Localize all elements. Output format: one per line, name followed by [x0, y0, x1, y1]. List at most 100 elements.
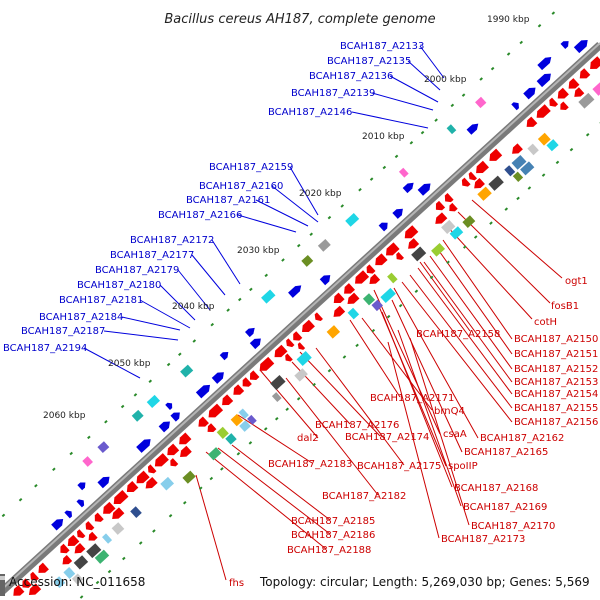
leader-line	[195, 474, 227, 581]
reverse-gene-arrow	[76, 499, 85, 508]
forward-gene-arrow	[333, 292, 345, 304]
gene-label: BCAH187_A2155	[514, 403, 598, 414]
leader-line	[442, 239, 513, 340]
tick-mark	[371, 328, 376, 333]
cog-box	[182, 470, 196, 484]
tick-mark	[248, 441, 253, 445]
reverse-strand-gene-track	[51, 40, 588, 531]
leader-line	[299, 351, 381, 437]
cog-box	[301, 254, 314, 267]
tick-mark	[263, 427, 268, 431]
reverse-gene-arrow	[64, 510, 72, 519]
tick-mark	[541, 173, 546, 177]
tick-mark	[168, 514, 173, 518]
forward-gene-arrow	[579, 68, 591, 79]
reverse-gene-arrow	[97, 476, 110, 489]
tick-mark	[148, 379, 153, 384]
tick-mark	[409, 141, 414, 145]
forward-gene-arrow	[207, 423, 217, 432]
genome-backbone	[0, 42, 600, 596]
reverse-gene-arrow	[466, 123, 479, 135]
gene-label: BCAH187_A2169	[463, 502, 547, 513]
cog-box	[239, 420, 251, 432]
reverse-gene-arrow	[392, 208, 403, 219]
leader-line	[371, 92, 434, 111]
tick-mark	[296, 397, 301, 401]
kbp-tick-2050: 2050 kbp	[108, 359, 151, 369]
reverse-gene-arrow	[249, 338, 261, 350]
tick-mark	[446, 260, 450, 265]
cog-box	[317, 238, 331, 252]
gene-label: brnQ4	[434, 406, 465, 417]
cog-box	[271, 392, 282, 403]
forward-gene-arrow	[286, 338, 295, 348]
cog-box	[398, 167, 409, 178]
leader-line	[103, 330, 179, 341]
forward-gene-arrow	[28, 583, 42, 596]
leader-line	[381, 311, 453, 488]
reverse-gene-arrow	[245, 327, 255, 338]
tick-mark	[296, 243, 301, 248]
forward-gene-labels: ogt1 fosB1 cotH BCAH187_A2158 BCAH187_A2…	[229, 276, 598, 589]
reverse-gene-arrow	[417, 183, 431, 196]
kbp-tick-2060: 2060 kbp	[43, 411, 86, 421]
kbp-ruler: 1990 kbp 2000 kbp 2010 kbp 2020 kbp 2030…	[43, 15, 530, 421]
tick-mark	[473, 235, 478, 239]
forward-gene-arrow	[113, 490, 129, 505]
forward-gene-arrow	[408, 238, 420, 249]
forward-gene-arrow	[333, 305, 346, 317]
tick-mark	[369, 177, 374, 181]
gene-label: BCAH187_A2187	[21, 326, 105, 337]
tick-mark	[249, 287, 253, 292]
gene-label: BCAH187_A2185	[291, 516, 375, 527]
forward-gene-arrow	[461, 177, 471, 187]
tick-mark	[489, 221, 493, 225]
reverse-gene-arrow	[219, 351, 229, 361]
tick-mark	[1, 513, 6, 518]
cog-box	[504, 165, 516, 177]
inner-tick-marks	[79, 122, 600, 599]
forward-gene-arrow	[297, 342, 306, 350]
cog-box	[294, 368, 308, 382]
forward-gene-arrow	[489, 148, 503, 161]
tick-mark	[504, 207, 509, 211]
cog-box	[63, 567, 76, 579]
gene-label: BCAH187_A2135	[327, 56, 411, 67]
forward-gene-arrow	[285, 353, 293, 362]
forward-gene-arrow	[302, 319, 315, 333]
gene-label: BCAH187_A2186	[291, 530, 375, 541]
tick-mark	[537, 23, 542, 28]
gene-label: BCAH187_A2166	[158, 210, 242, 221]
tick-mark	[506, 52, 511, 56]
forward-gene-arrow	[344, 283, 355, 294]
gene-label: BCAH187_A2188	[287, 545, 371, 556]
gene-label: csaA	[443, 429, 467, 440]
gene-label: BCAH187_A2179	[95, 265, 179, 276]
gene-label: BCAH187_A2182	[322, 491, 406, 502]
tick-mark	[355, 343, 359, 348]
reverse-gene-arrow	[136, 439, 151, 453]
forward-gene-arrow	[198, 416, 209, 427]
forward-gene-arrow	[74, 542, 86, 554]
forward-gene-arrow	[38, 562, 49, 573]
genome-title: Bacillus cereus AH187, complete genome	[164, 12, 435, 27]
gene-label: BCAH187_A2156	[514, 417, 598, 428]
tick-mark	[555, 160, 560, 165]
leader-line	[351, 111, 429, 129]
forward-gene-arrow	[560, 101, 569, 111]
tick-mark	[434, 118, 438, 122]
gene-label: BCAH187_A2175	[357, 461, 441, 472]
cog-box	[347, 307, 360, 320]
leader-line	[217, 447, 331, 535]
forward-gene-arrow	[385, 242, 400, 256]
gene-label: spoIIP	[448, 461, 478, 472]
cog-box	[97, 441, 110, 454]
forward-gene-arrow	[62, 555, 73, 565]
tick-mark	[527, 186, 532, 190]
forward-gene-arrow	[154, 453, 169, 467]
gene-label: BCAH187_A2194	[3, 343, 87, 354]
leader-line	[407, 60, 441, 91]
cog-box	[462, 215, 476, 229]
forward-gene-arrow	[88, 531, 98, 541]
leader-line	[444, 223, 533, 320]
